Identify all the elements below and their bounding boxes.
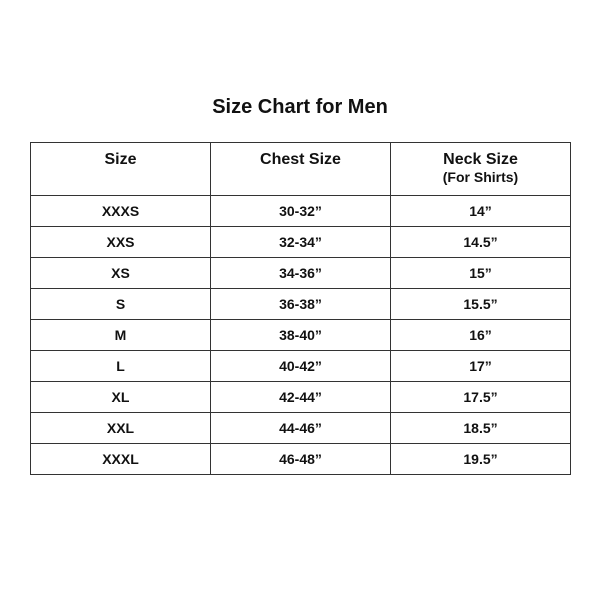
size-cell: XS xyxy=(30,257,211,289)
size-cell: S xyxy=(30,288,211,320)
neck-size-cell: 17” xyxy=(390,350,571,382)
neck-size-cell: 18.5” xyxy=(390,412,571,444)
neck-size-cell: 19.5” xyxy=(390,443,571,475)
header-row: Size Chest Size Neck Size (For Shirts) xyxy=(30,142,571,196)
size-cell: XXXS xyxy=(30,195,211,227)
page-title: Size Chart for Men xyxy=(212,96,388,118)
size-cell: XXL xyxy=(30,412,211,444)
table-row: XXL 44-46” 18.5” xyxy=(30,412,571,444)
chest-size-cell: 42-44” xyxy=(210,381,391,413)
size-cell: M xyxy=(30,319,211,351)
table-row: XL 42-44” 17.5” xyxy=(30,381,571,413)
header-neck-size: Neck Size (For Shirts) xyxy=(390,142,571,196)
size-cell: XL xyxy=(30,381,211,413)
chest-size-cell: 40-42” xyxy=(210,350,391,382)
chest-size-cell: 46-48” xyxy=(210,443,391,475)
size-cell: XXS xyxy=(30,226,211,258)
table-row: XS 34-36” 15” xyxy=(30,257,571,289)
size-cell: XXXL xyxy=(30,443,211,475)
neck-size-cell: 15” xyxy=(390,257,571,289)
header-neck-size-label: Neck Size xyxy=(443,151,518,168)
chest-size-cell: 44-46” xyxy=(210,412,391,444)
neck-size-cell: 14.5” xyxy=(390,226,571,258)
header-neck-size-note: (For Shirts) xyxy=(442,169,519,185)
neck-size-cell: 15.5” xyxy=(390,288,571,320)
header-chest-size: Chest Size xyxy=(210,142,391,196)
size-chart-table: Size Chest Size Neck Size (For Shirts) XX… xyxy=(30,142,571,475)
table-row: M 38-40” 16” xyxy=(30,319,571,351)
table-row: XXXL 46-48” 19.5” xyxy=(30,443,571,475)
chest-size-cell: 30-32” xyxy=(210,195,391,227)
table-row: XXS 32-34” 14.5” xyxy=(30,226,571,258)
chest-size-cell: 38-40” xyxy=(210,319,391,351)
chest-size-cell: 32-34” xyxy=(210,226,391,258)
header-size: Size xyxy=(30,142,211,196)
neck-size-cell: 17.5” xyxy=(390,381,571,413)
table-row: L 40-42” 17” xyxy=(30,350,571,382)
table-row: S 36-38” 15.5” xyxy=(30,288,571,320)
table-row: XXXS 30-32” 14” xyxy=(30,195,571,227)
neck-size-cell: 14” xyxy=(390,195,571,227)
size-cell: L xyxy=(30,350,211,382)
chest-size-cell: 34-36” xyxy=(210,257,391,289)
neck-size-cell: 16” xyxy=(390,319,571,351)
chest-size-cell: 36-38” xyxy=(210,288,391,320)
